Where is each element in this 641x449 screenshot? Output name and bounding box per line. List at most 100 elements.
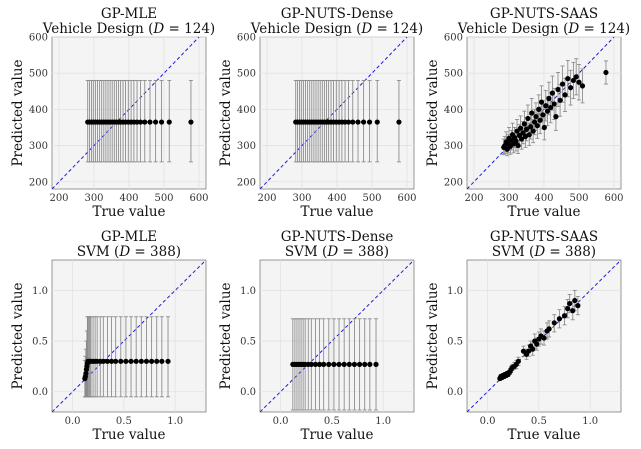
data-point [567, 300, 573, 307]
plot-content [52, 260, 206, 412]
y-tick-label: 400 [29, 105, 48, 116]
data-point [541, 335, 547, 341]
data-point [367, 361, 373, 367]
subplot-title: GP-NUTS-Dense [281, 229, 394, 245]
data-point [528, 124, 534, 130]
x-tick-label: 0.5 [116, 416, 132, 427]
y-tick-label: 400 [444, 105, 463, 116]
y-tick-label: 300 [444, 141, 463, 152]
data-point [526, 348, 532, 354]
x-axis-label: True value [300, 427, 373, 443]
data-point [326, 361, 332, 367]
data-point [531, 119, 538, 125]
data-point [543, 103, 549, 109]
x-tick-label: 300 [292, 193, 311, 204]
data-point [118, 358, 124, 364]
data-point [373, 361, 379, 367]
data-point [159, 358, 165, 364]
subplot-subtitle: SVM (D = 388) [285, 244, 389, 260]
y-tick-label: 1.0 [240, 286, 256, 297]
x-tick-label: 300 [499, 193, 518, 204]
data-point [551, 101, 557, 107]
y-tick-label: 600 [29, 33, 48, 44]
y-tick-label: 200 [444, 177, 463, 188]
identity-line [52, 37, 200, 189]
y-tick-label: 0.0 [447, 387, 463, 398]
subplot-1: 200 300 400 500 600 200 300 400 500 600 GP-MLEVehi… [10, 6, 215, 220]
data-point [549, 90, 556, 96]
subplot-subtitle: SVM (D = 388) [77, 244, 181, 260]
data-point [559, 81, 566, 87]
y-tick-label: 200 [237, 177, 256, 188]
data-point [533, 114, 539, 120]
x-tick-label: 600 [189, 193, 208, 204]
data-point [536, 106, 542, 112]
subplot-subtitle: Vehicle Design (D = 124) [250, 21, 423, 37]
data-point [366, 119, 373, 125]
data-point [555, 86, 561, 93]
data-point [346, 361, 352, 367]
data-point [355, 119, 361, 125]
x-tick-label: 1.0 [582, 416, 598, 427]
data-point [147, 119, 153, 125]
y-tick-label: 500 [29, 69, 48, 80]
data-point [529, 110, 535, 116]
data-point [556, 316, 563, 322]
x-tick-label: 0.0 [273, 416, 289, 427]
data-point [153, 119, 159, 125]
data-point [331, 361, 337, 367]
plot-content [260, 37, 408, 189]
data-point [540, 112, 546, 118]
data-point [525, 115, 531, 122]
data-point [534, 123, 540, 129]
data-point [143, 358, 150, 364]
plot-content [467, 37, 615, 189]
data-point [154, 358, 160, 364]
data-point [100, 358, 106, 364]
data-point [108, 358, 115, 364]
data-point [321, 361, 327, 367]
data-point [396, 119, 402, 125]
data-point [603, 69, 609, 76]
data-point [548, 104, 554, 111]
y-tick-label: 0.0 [240, 387, 256, 398]
data-point [316, 361, 323, 367]
x-axis-label: True value [507, 204, 580, 220]
data-point [530, 128, 536, 134]
y-tick-label: 500 [237, 69, 256, 80]
x-tick-label: 0.5 [324, 416, 340, 427]
y-tick-label: 1.0 [32, 286, 48, 297]
data-point [514, 128, 520, 134]
data-point [517, 125, 524, 131]
y-tick-label: 0.5 [447, 337, 463, 348]
y-tick-label: 600 [444, 33, 463, 44]
y-axis-label: Predicted value [425, 59, 441, 166]
data-point [546, 326, 552, 332]
y-tick-label: 0.5 [240, 337, 256, 348]
data-point [138, 358, 144, 364]
identity-line [52, 260, 206, 412]
data-point [553, 114, 559, 120]
y-tick-label: 300 [29, 141, 48, 152]
data-point [188, 119, 194, 125]
data-point [128, 358, 134, 364]
plot-content [52, 37, 200, 189]
subplot-subtitle: Vehicle Design (D = 124) [457, 21, 630, 37]
x-tick-label: 600 [604, 193, 623, 204]
x-tick-label: 500 [154, 193, 173, 204]
identity-line [260, 260, 414, 412]
y-axis-label: Predicted value [10, 59, 26, 166]
data-point [572, 297, 578, 304]
identity-line [260, 37, 408, 189]
x-tick-label: 200 [49, 193, 68, 204]
data-point [133, 358, 139, 364]
data-point [565, 306, 571, 312]
x-tick-label: 1.0 [167, 416, 183, 427]
data-point [158, 119, 165, 125]
subplot-title: GP-MLE [101, 229, 157, 245]
data-point [351, 361, 358, 367]
x-axis-label: True value [300, 204, 373, 220]
